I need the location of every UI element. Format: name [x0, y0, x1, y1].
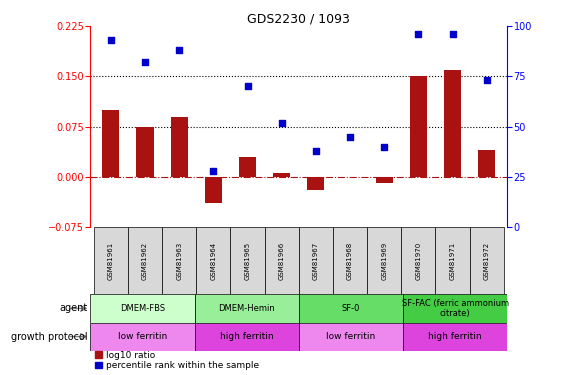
Bar: [171, 117, 188, 177]
Bar: [205, 177, 222, 204]
Point: [174, 47, 184, 53]
Text: GSM81963: GSM81963: [176, 242, 182, 280]
FancyBboxPatch shape: [298, 322, 403, 351]
FancyBboxPatch shape: [94, 227, 128, 294]
Point: [141, 59, 150, 65]
Point: [106, 37, 115, 43]
Text: GSM81964: GSM81964: [210, 242, 216, 280]
Text: SF-0: SF-0: [342, 304, 360, 313]
Text: GSM81969: GSM81969: [381, 242, 387, 280]
Bar: [273, 173, 290, 177]
Point: [311, 148, 321, 154]
FancyBboxPatch shape: [367, 227, 401, 294]
Bar: [410, 76, 427, 177]
Text: growth protocol: growth protocol: [11, 332, 87, 342]
FancyBboxPatch shape: [196, 227, 230, 294]
FancyBboxPatch shape: [265, 227, 299, 294]
Text: GSM81966: GSM81966: [279, 242, 285, 280]
Text: DMEM-Hemin: DMEM-Hemin: [218, 304, 275, 313]
Point: [209, 168, 218, 174]
Text: agent: agent: [59, 303, 87, 313]
FancyBboxPatch shape: [230, 227, 265, 294]
Bar: [478, 150, 495, 177]
FancyBboxPatch shape: [299, 227, 333, 294]
Text: GSM81967: GSM81967: [313, 242, 319, 280]
Bar: [136, 127, 153, 177]
FancyBboxPatch shape: [298, 294, 403, 322]
FancyBboxPatch shape: [403, 322, 507, 351]
Text: low ferritin: low ferritin: [326, 332, 375, 341]
FancyBboxPatch shape: [162, 227, 196, 294]
Text: GSM81961: GSM81961: [108, 242, 114, 280]
Point: [448, 31, 457, 37]
Text: high ferritin: high ferritin: [220, 332, 273, 341]
Text: GSM81962: GSM81962: [142, 242, 148, 280]
Bar: [444, 70, 461, 177]
Legend: log10 ratio, percentile rank within the sample: log10 ratio, percentile rank within the …: [95, 351, 259, 370]
Point: [380, 144, 389, 150]
FancyBboxPatch shape: [90, 322, 195, 351]
Title: GDS2230 / 1093: GDS2230 / 1093: [247, 12, 350, 25]
Text: GSM81968: GSM81968: [347, 242, 353, 280]
Text: GSM81965: GSM81965: [244, 242, 251, 280]
FancyBboxPatch shape: [401, 227, 436, 294]
Text: high ferritin: high ferritin: [429, 332, 482, 341]
FancyBboxPatch shape: [333, 227, 367, 294]
Point: [482, 77, 491, 83]
Bar: [239, 157, 256, 177]
FancyBboxPatch shape: [128, 227, 162, 294]
Text: low ferritin: low ferritin: [118, 332, 167, 341]
FancyBboxPatch shape: [436, 227, 470, 294]
Text: GSM81970: GSM81970: [415, 242, 422, 280]
Text: DMEM-FBS: DMEM-FBS: [120, 304, 165, 313]
Text: GSM81972: GSM81972: [484, 242, 490, 280]
Text: SF-FAC (ferric ammonium
citrate): SF-FAC (ferric ammonium citrate): [402, 299, 508, 318]
Point: [277, 120, 286, 126]
FancyBboxPatch shape: [195, 322, 298, 351]
Point: [414, 31, 423, 37]
FancyBboxPatch shape: [403, 294, 507, 322]
FancyBboxPatch shape: [90, 294, 195, 322]
Point: [243, 84, 252, 90]
Point: [345, 134, 354, 140]
Text: GSM81971: GSM81971: [449, 242, 455, 280]
Bar: [375, 177, 393, 183]
FancyBboxPatch shape: [195, 294, 298, 322]
Bar: [307, 177, 324, 190]
FancyBboxPatch shape: [470, 227, 504, 294]
Bar: [103, 110, 120, 177]
